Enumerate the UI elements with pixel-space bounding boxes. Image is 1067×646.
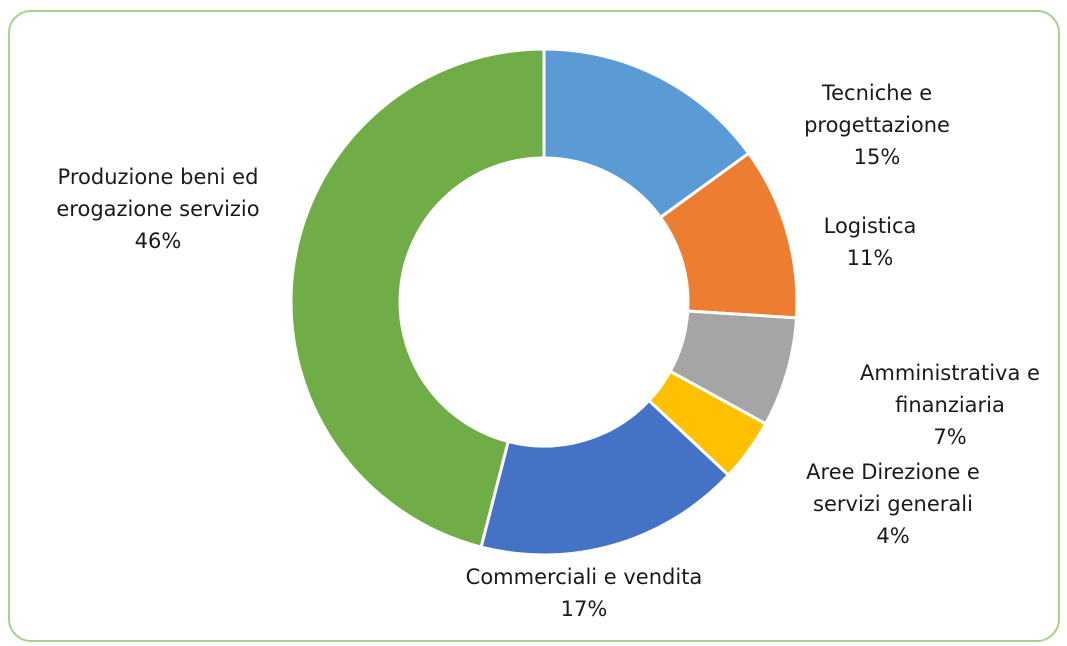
data-label: Amministrativa e finanziaria 7% <box>845 357 1055 453</box>
data-label: Commerciali e vendita 17% <box>419 561 749 625</box>
value-label: 17% <box>560 597 608 621</box>
value-label: 11% <box>846 246 894 270</box>
value-label: 7% <box>933 425 967 449</box>
category-label: Amministrativa e finanziaria <box>860 361 1040 417</box>
data-label: Produzione beni ed erogazione servizio 46… <box>23 161 293 257</box>
donut-slice <box>479 398 731 557</box>
value-label: 4% <box>876 524 910 548</box>
data-label: Tecniche e progettazione 15% <box>787 77 967 173</box>
value-label: 15% <box>853 145 901 169</box>
card-border <box>8 10 1060 642</box>
category-label: Produzione beni ed erogazione servizio <box>56 165 260 221</box>
category-label: Tecniche e progettazione <box>804 81 950 137</box>
value-label: 46% <box>134 229 182 253</box>
category-label: Commerciali e vendita <box>465 565 703 589</box>
category-label: Aree Direzione e servizi generali <box>806 460 980 516</box>
data-label: Logistica 11% <box>790 210 950 274</box>
data-label: Aree Direzione e servizi generali 4% <box>773 456 1013 552</box>
donut-slice <box>289 47 546 549</box>
category-label: Logistica <box>823 214 917 238</box>
